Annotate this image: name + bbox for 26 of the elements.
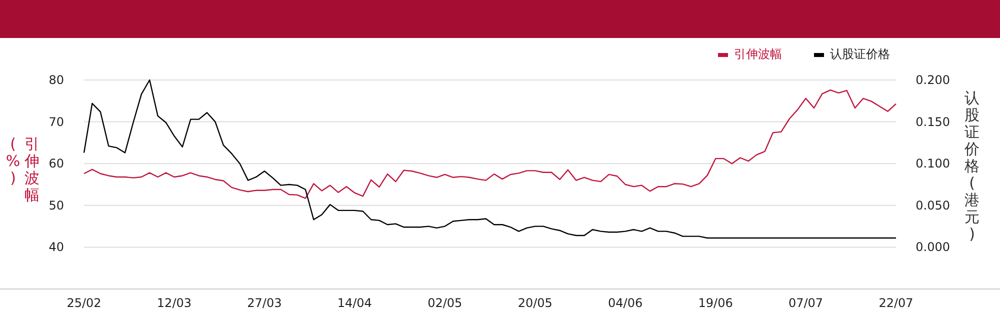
- x-tick-label: 12/03: [156, 296, 192, 310]
- x-tick-label: 25/02: [66, 296, 102, 310]
- y2-tick-label: 0.200: [916, 73, 950, 87]
- y-tick-label: 80: [48, 73, 64, 87]
- y2-tick-label: 0.150: [916, 114, 950, 129]
- x-tick-label: 19/06: [698, 296, 733, 310]
- y-tick-label: 50: [48, 198, 64, 212]
- y-axis-title: 引伸波幅(%): [6, 135, 40, 204]
- y-tick-label: 60: [48, 156, 64, 171]
- x-tick-label: 14/04: [337, 296, 372, 310]
- legend-label: 引伸波幅: [734, 47, 782, 61]
- x-tick-label: 02/05: [428, 296, 462, 310]
- y2-tick-label: 0.000: [916, 240, 950, 254]
- x-tick-label: 27/03: [247, 296, 282, 310]
- x-tick-label: 22/07: [878, 296, 914, 310]
- line-series: [83, 79, 897, 239]
- y2-tick-label: 0.050: [916, 198, 950, 212]
- y2-axis-title: 认股证价格(港元): [964, 89, 980, 243]
- y-tick-label: 40: [48, 240, 64, 254]
- x-tick-label: 04/06: [608, 296, 643, 310]
- line-series: [83, 89, 897, 199]
- y-tick-label: 70: [48, 114, 64, 129]
- x-tick-label: 07/07: [788, 296, 824, 310]
- y2-tick-label: 0.100: [916, 156, 950, 171]
- legend-label: 认股证价格: [830, 47, 890, 61]
- x-tick-label: 20/05: [518, 296, 552, 310]
